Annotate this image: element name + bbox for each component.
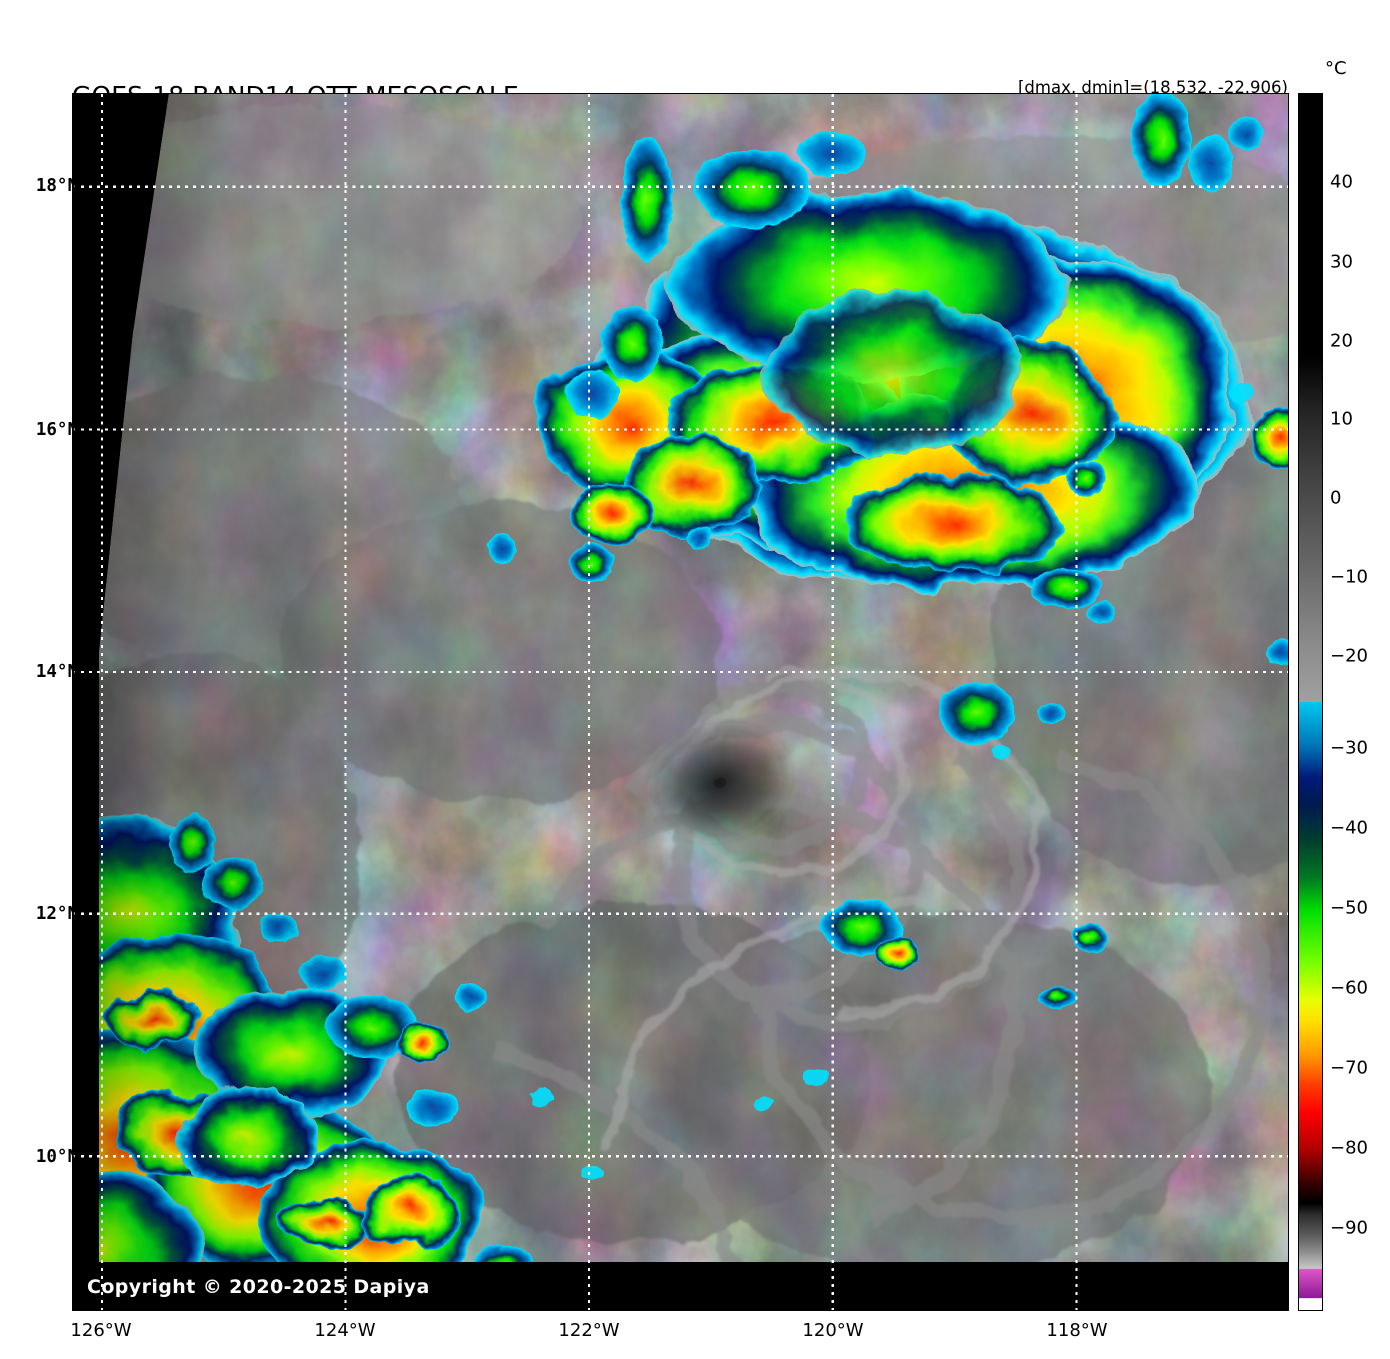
colorbar-tick-label: 40 [1330,171,1353,193]
lat-tick-label: 10°N [35,1147,78,1167]
lat-tick-label: 12°N [35,904,78,924]
satellite-image-plot[interactable]: Copyright © 2020-2025 Dapiya [72,93,1289,1311]
scattered-cells-north [566,94,1265,584]
colorbar-tick-label: −70 [1330,1057,1368,1079]
temperature-colorbar[interactable] [1298,93,1323,1311]
lat-tick-label: 14°N [35,662,78,682]
satellite-imagery [73,94,1288,1310]
graticule [73,94,1288,1310]
colorbar-tick-label: −40 [1330,817,1368,839]
lat-tick-label: 16°N [35,420,78,440]
swath-group [98,94,1288,1263]
colorbar-tick-label: 0 [1330,487,1342,509]
lon-tick-label: 124°W [314,1320,376,1341]
lon-tick-label: 120°W [802,1320,864,1341]
colorbar-tick-label: 10 [1330,408,1353,430]
colorbar-tick-label: −60 [1330,977,1368,999]
colorbar-tick-label: −20 [1330,645,1368,667]
copyright-notice: Copyright © 2020-2025 Dapiya [87,1276,430,1298]
colorbar-tick-label: −10 [1330,566,1368,588]
lon-tick-label: 122°W [558,1320,620,1341]
colorbar-unit-label: °C [1325,58,1347,79]
colorbar-tick-label: −80 [1330,1137,1368,1159]
colorbar-tick-label: −50 [1330,897,1368,919]
colorbar-tick-label: −90 [1330,1217,1368,1239]
colorbar-tick-label: −30 [1330,737,1368,759]
lat-tick-label: 18°N [35,176,78,196]
circulation-center [643,719,797,847]
lon-tick-label: 118°W [1046,1320,1108,1341]
lon-tick-label: 126°W [70,1320,132,1341]
colorbar-tick-label: 20 [1330,330,1353,352]
cyan-speckle [530,384,1254,1180]
colorbar-tick-label: 30 [1330,251,1353,273]
spiral-banding [490,666,1270,1263]
limb-darkening [98,94,493,1263]
main-mass-detail [622,293,1117,574]
dmax-dmin-readout: [dmax, dmin]=(18.532, -22.906) [1018,78,1288,97]
bottom-black-bar [73,1262,1288,1310]
colorbar-gradient [1299,94,1322,1310]
